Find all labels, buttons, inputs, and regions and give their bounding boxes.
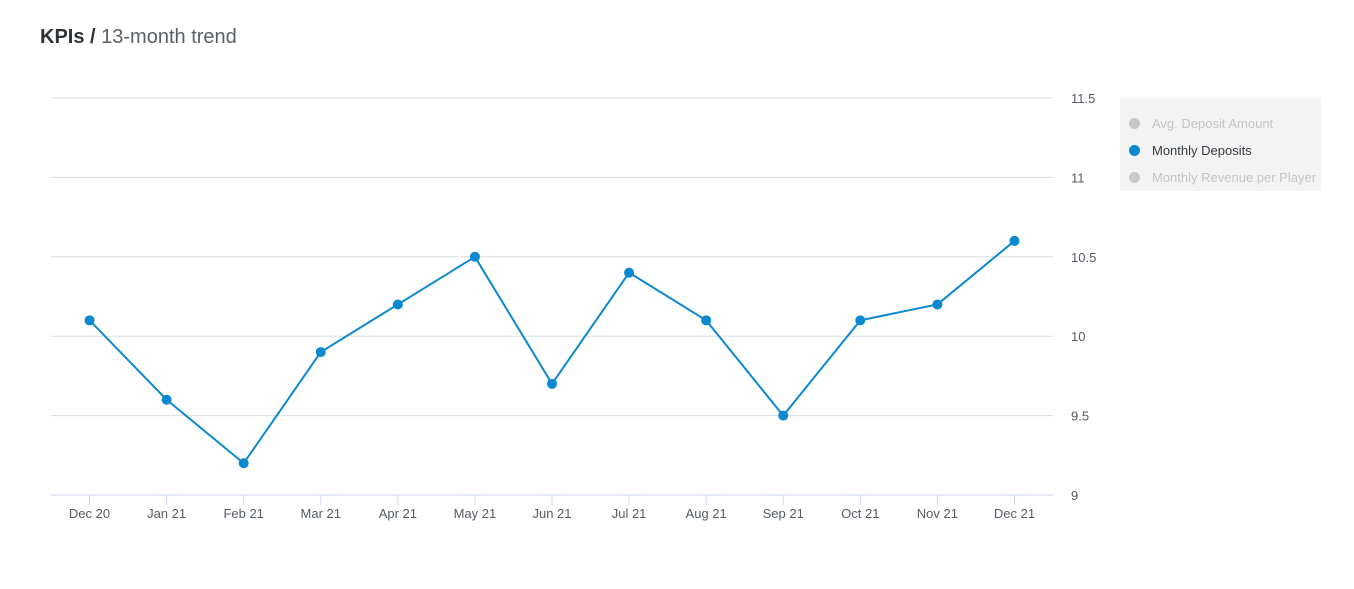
y-tick-label: 9.5 xyxy=(1071,409,1089,424)
legend-item-monthly-deposits[interactable]: Monthly Deposits xyxy=(1120,137,1321,164)
chart-legend: Avg. Deposit Amount Monthly Deposits Mon… xyxy=(1120,98,1321,191)
legend-label: Monthly Revenue per Player xyxy=(1152,170,1317,185)
data-point xyxy=(778,410,789,421)
data-point xyxy=(1009,235,1020,246)
x-tick-label: Oct 21 xyxy=(841,506,879,521)
x-tick-label: Jul 21 xyxy=(612,506,647,521)
data-point xyxy=(238,458,249,469)
title-subtitle: 13-month trend xyxy=(101,26,237,48)
legend-item-avg-deposit-amount[interactable]: Avg. Deposit Amount xyxy=(1120,110,1321,137)
legend-marker-icon xyxy=(1129,172,1140,183)
title-prefix: KPIs / xyxy=(40,26,96,48)
data-point xyxy=(392,299,403,310)
data-point xyxy=(315,347,326,358)
x-tick-label: Mar 21 xyxy=(301,506,341,521)
data-point xyxy=(547,378,557,389)
y-tick-label: 11.5 xyxy=(1071,91,1095,106)
x-tick-label: Jan 21 xyxy=(147,506,186,521)
data-point xyxy=(932,299,943,310)
data-point xyxy=(469,251,480,262)
x-tick-label: Dec 20 xyxy=(69,506,110,521)
x-tick-label: Nov 21 xyxy=(917,506,958,521)
legend-label: Monthly Deposits xyxy=(1152,143,1252,158)
x-tick-label: May 21 xyxy=(454,506,497,521)
legend-marker-icon xyxy=(1129,145,1140,156)
data-point xyxy=(855,315,866,326)
legend-item-monthly-revenue-per-player[interactable]: Monthly Revenue per Player xyxy=(1120,164,1321,191)
x-tick-label: Feb 21 xyxy=(223,506,263,521)
x-tick-label: Sep 21 xyxy=(763,506,804,521)
legend-marker-icon xyxy=(1129,118,1140,129)
data-point xyxy=(624,267,635,278)
legend-label: Avg. Deposit Amount xyxy=(1152,116,1274,131)
x-tick-label: Dec 21 xyxy=(994,506,1035,521)
data-point xyxy=(84,315,95,326)
y-tick-label: 11 xyxy=(1071,170,1085,185)
data-point xyxy=(161,394,172,405)
y-tick-label: 9 xyxy=(1071,488,1078,503)
y-tick-label: 10.5 xyxy=(1071,250,1096,265)
data-point xyxy=(701,315,712,326)
x-tick-label: Apr 21 xyxy=(379,506,417,521)
x-tick-label: Aug 21 xyxy=(686,506,727,521)
x-tick-label: Jun 21 xyxy=(532,506,571,521)
chart-title: KPIs / 13-month trend xyxy=(40,26,237,49)
series-line xyxy=(88,239,1016,465)
y-tick-label: 10 xyxy=(1071,329,1085,344)
